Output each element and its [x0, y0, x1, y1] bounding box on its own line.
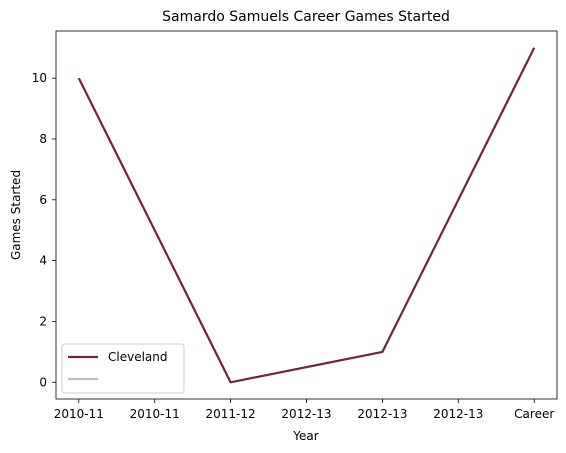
x-tick-label: 2012-13 — [281, 407, 331, 421]
y-tick-label: 4 — [39, 254, 47, 268]
x-axis-ticks: 2010-11 2010-11 2011-12 2012-13 2012-13 2012-… — [54, 399, 554, 421]
x-tick-label: 2012-13 — [433, 407, 483, 421]
chart-title: Samardo Samuels Career Games Started — [162, 9, 450, 25]
y-tick-label: 6 — [39, 193, 47, 207]
y-axis-ticks: 0 2 4 6 8 10 — [32, 71, 56, 389]
x-tick-label: 2010-11 — [54, 407, 104, 421]
y-tick-label: 0 — [39, 375, 47, 389]
y-tick-label: 8 — [39, 132, 47, 146]
y-axis-label: Games Started — [9, 170, 23, 260]
legend-label-cleveland: Cleveland — [108, 350, 168, 364]
x-tick-label: 2011-12 — [206, 407, 256, 421]
y-tick-label: 10 — [32, 71, 47, 85]
series-line-cleveland — [77, 47, 536, 384]
x-tick-label: 2012-13 — [357, 407, 407, 421]
x-tick-label: 2010-11 — [130, 407, 180, 421]
y-tick-label: 2 — [39, 314, 47, 328]
x-axis-label: Year — [292, 429, 318, 443]
x-tick-label: Career — [514, 407, 554, 421]
plot-area — [55, 30, 558, 400]
legend: Cleveland — [61, 343, 185, 394]
series-lines — [77, 47, 536, 384]
